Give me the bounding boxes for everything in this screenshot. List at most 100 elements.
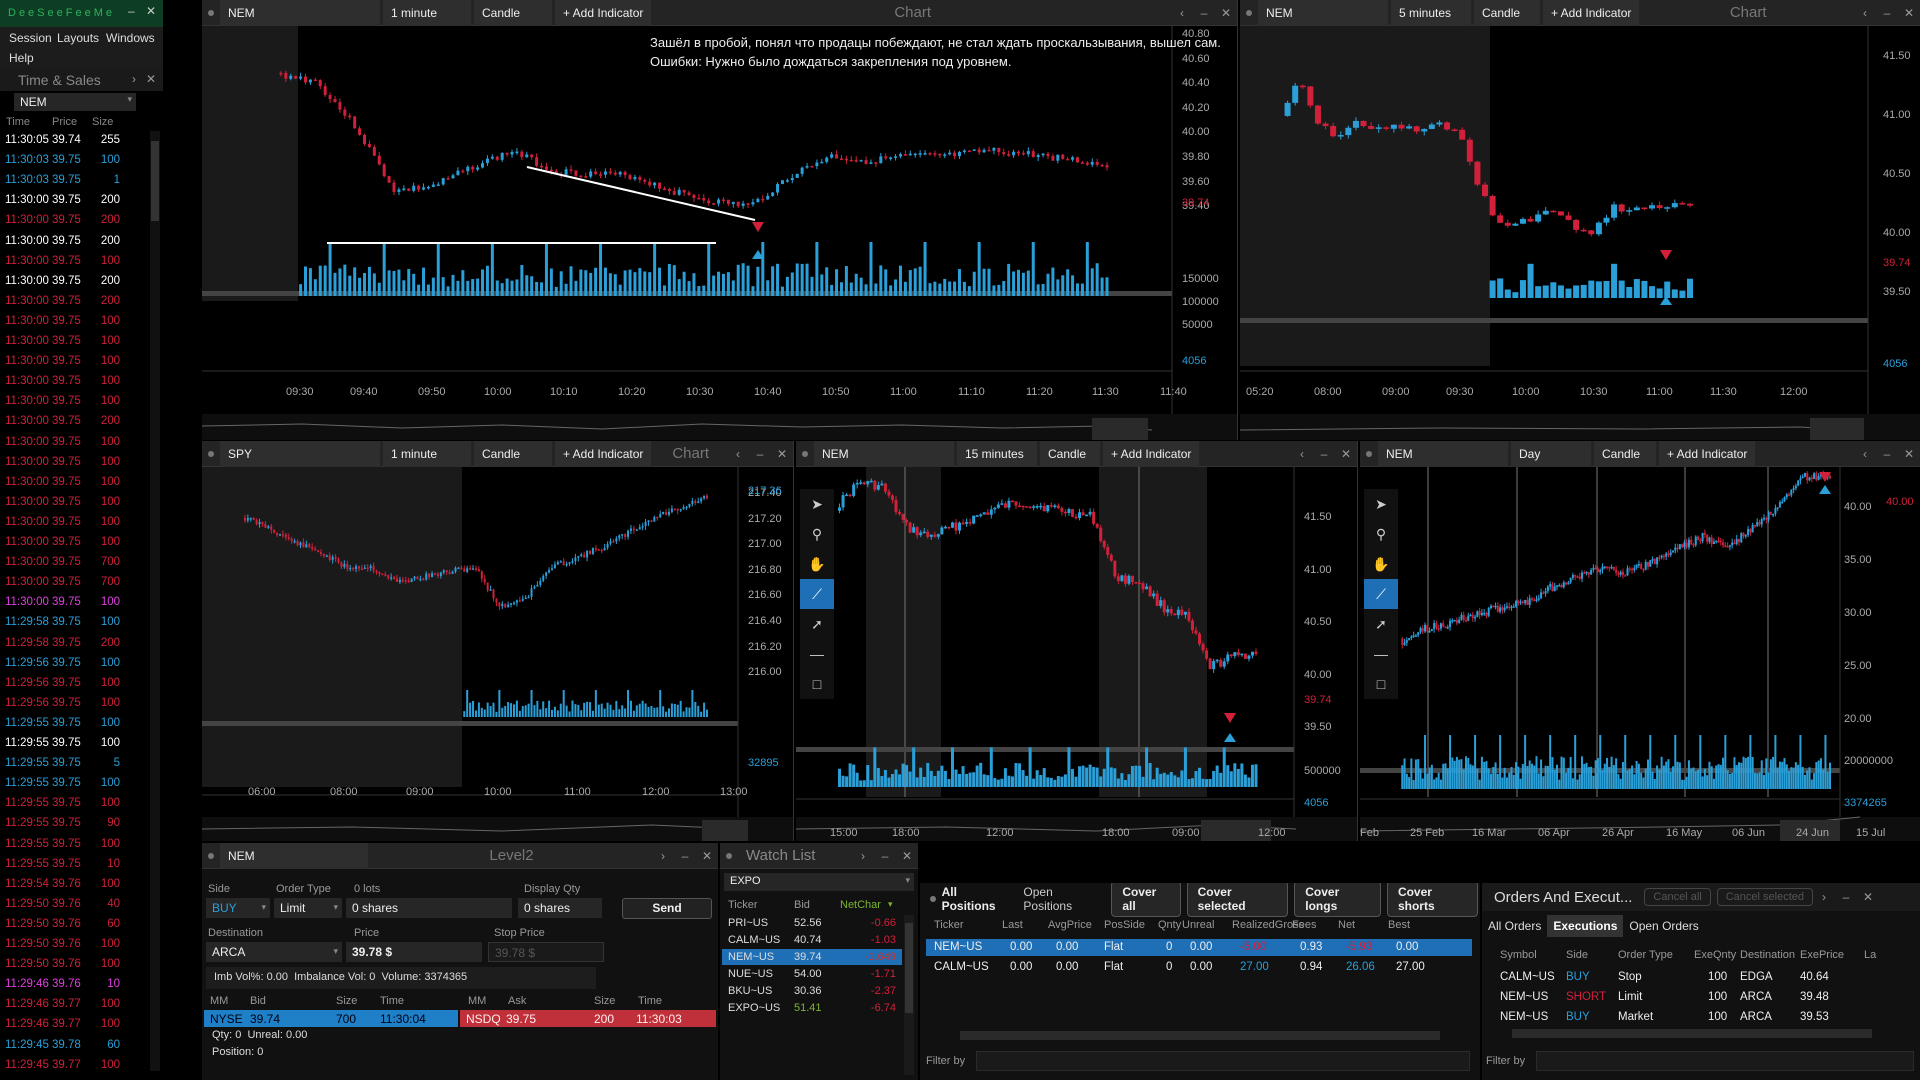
- interval-selector[interactable]: 5 minutes: [1391, 0, 1471, 26]
- trendline-tool-icon[interactable]: ⟋: [1364, 579, 1398, 609]
- arrow-tool-icon[interactable]: ➚: [1375, 615, 1387, 632]
- positions-filter-input[interactable]: [976, 1051, 1470, 1071]
- symbol-selector[interactable]: SPY: [220, 441, 380, 467]
- cancel-selected-button[interactable]: Cancel selected: [1716, 888, 1813, 906]
- interval-selector[interactable]: 15 minutes: [957, 441, 1037, 467]
- minimize-icon[interactable]: –: [1200, 5, 1208, 20]
- link-icon[interactable]: [208, 450, 214, 457]
- display-qty-input[interactable]: 0 shares: [518, 898, 602, 918]
- zoom-tool-icon[interactable]: ⚲: [811, 525, 823, 542]
- close-icon[interactable]: ✕: [776, 446, 788, 461]
- expand-icon[interactable]: ›: [132, 72, 136, 86]
- chart-type-selector[interactable]: Candle: [474, 441, 552, 467]
- chart-type-selector[interactable]: Candle: [474, 0, 552, 26]
- minimize-icon[interactable]: –: [756, 446, 764, 461]
- menu-help[interactable]: Help: [9, 51, 34, 65]
- symbol-selector[interactable]: NEM: [220, 0, 380, 26]
- minimize-icon[interactable]: –: [128, 4, 135, 18]
- table-row[interactable]: NEM~US SHORT Limit 100 ARCA 39.48: [1500, 991, 1829, 1003]
- symbol-selector[interactable]: NEM: [1258, 0, 1388, 26]
- watchlist-row[interactable]: EXPO~US 51.41 -6.74: [728, 1002, 896, 1014]
- cover-longs-button[interactable]: Cover longs: [1294, 883, 1381, 917]
- add-indicator-button[interactable]: + Add Indicator: [1659, 441, 1756, 467]
- send-button[interactable]: Send: [622, 898, 712, 919]
- watchlist-row[interactable]: CALM~US 40.74 -1.03: [728, 934, 896, 946]
- minimize-icon[interactable]: –: [1883, 5, 1891, 20]
- tab-open-orders[interactable]: Open Orders: [1629, 919, 1699, 933]
- destination-select[interactable]: ARCA ▾: [206, 942, 342, 962]
- close-icon[interactable]: ✕: [146, 4, 157, 18]
- side-select[interactable]: BUY ▾: [206, 898, 270, 918]
- watchlist-scrollbar[interactable]: [904, 915, 914, 1075]
- symbol-selector[interactable]: NEM: [814, 441, 954, 467]
- close-icon[interactable]: ✕: [1903, 446, 1915, 461]
- link-icon[interactable]: [1246, 9, 1252, 16]
- interval-selector[interactable]: 1 minute: [383, 0, 471, 26]
- table-row[interactable]: NEM~US 0.00 0.00 Flat 0 0.00 -5.00 0.93 -5.93 0.0…: [926, 939, 1472, 956]
- ask-row[interactable]: NSDQ 39.75 200 11:30:03: [460, 1010, 716, 1027]
- orders-scrollbar[interactable]: [1512, 1029, 1872, 1038]
- pan-tool-icon[interactable]: ✋: [808, 555, 826, 572]
- cursor-tool-icon[interactable]: ➤: [811, 495, 823, 512]
- hline-tool-icon[interactable]: —: [810, 646, 824, 662]
- table-row[interactable]: CALM~US BUY Stop 100 EDGA 40.64: [1500, 971, 1829, 983]
- price-plot[interactable]: [1360, 467, 1920, 841]
- price-plot[interactable]: [796, 467, 1358, 841]
- watchlist-row[interactable]: PRI~US 52.56 -0.66: [728, 917, 896, 929]
- chevron-left-icon[interactable]: ‹: [1862, 5, 1867, 20]
- link-icon[interactable]: [208, 852, 214, 859]
- close-icon[interactable]: ✕: [1862, 890, 1874, 904]
- minimize-icon[interactable]: –: [1842, 890, 1850, 904]
- minimize-icon[interactable]: –: [681, 848, 689, 863]
- close-icon[interactable]: ✕: [1340, 446, 1352, 461]
- price-plot[interactable]: [1240, 26, 1920, 440]
- rectangle-tool-icon[interactable]: □: [1376, 676, 1386, 692]
- quantity-input[interactable]: 0 shares: [346, 898, 512, 918]
- tab-open-positions[interactable]: Open Positions: [1023, 885, 1073, 913]
- close-icon[interactable]: ✕: [1903, 5, 1915, 20]
- watchlist-row[interactable]: BKU~US 30.36 -2.37: [728, 985, 896, 997]
- symbol-selector[interactable]: NEM: [220, 843, 368, 869]
- tab-executions[interactable]: Executions: [1547, 915, 1624, 937]
- zoom-tool-icon[interactable]: ⚲: [1375, 525, 1387, 542]
- add-indicator-button[interactable]: + Add Indicator: [555, 0, 652, 26]
- chevron-left-icon[interactable]: ‹: [735, 446, 740, 461]
- cover-selected-button[interactable]: Cover selected: [1186, 883, 1289, 917]
- symbol-selector[interactable]: NEM: [1378, 441, 1508, 467]
- watchlist-row[interactable]: NEM~US 39.74 -1.649: [722, 949, 902, 965]
- link-icon[interactable]: [208, 9, 214, 16]
- bid-row[interactable]: NYSE 39.74 700 11:30:04: [204, 1010, 458, 1027]
- price-plot[interactable]: [202, 26, 1238, 440]
- arrow-tool-icon[interactable]: ➚: [811, 615, 823, 632]
- trend-line[interactable]: [526, 166, 756, 221]
- trendline-tool-icon[interactable]: ⟋: [800, 579, 834, 609]
- ts-scrollbar[interactable]: [150, 131, 160, 1071]
- cursor-tool-icon[interactable]: ➤: [1375, 495, 1387, 512]
- chart-type-selector[interactable]: Candle: [1594, 441, 1656, 467]
- chart-type-selector[interactable]: Candle: [1040, 441, 1100, 467]
- chevron-left-icon[interactable]: ‹: [1299, 446, 1304, 461]
- close-icon[interactable]: ✕: [1220, 5, 1232, 20]
- add-indicator-button[interactable]: + Add Indicator: [1103, 441, 1200, 467]
- symbol-selector[interactable]: NEM ▾: [14, 93, 136, 111]
- close-icon[interactable]: ✕: [901, 848, 913, 863]
- interval-selector[interactable]: 1 minute: [383, 441, 471, 467]
- add-indicator-button[interactable]: + Add Indicator: [1543, 0, 1640, 26]
- link-icon[interactable]: [726, 852, 732, 859]
- interval-selector[interactable]: Day: [1511, 441, 1591, 467]
- price-input[interactable]: 39.78 $: [346, 942, 482, 962]
- chevron-left-icon[interactable]: ‹: [1862, 446, 1867, 461]
- minimize-icon[interactable]: –: [1883, 446, 1891, 461]
- pan-tool-icon[interactable]: ✋: [1372, 555, 1390, 572]
- tab-all-positions[interactable]: All Positions: [941, 885, 996, 913]
- expand-icon[interactable]: ›: [1822, 890, 1826, 904]
- chart-type-selector[interactable]: Candle: [1474, 0, 1540, 26]
- cover-all-button[interactable]: Cover all: [1111, 883, 1181, 917]
- add-indicator-button[interactable]: + Add Indicator: [555, 441, 652, 467]
- watchlist-selector[interactable]: EXPO ▾: [724, 873, 914, 891]
- cancel-all-button[interactable]: Cancel all: [1644, 888, 1711, 906]
- minimize-icon[interactable]: –: [881, 848, 889, 863]
- orders-filter-input[interactable]: [1536, 1051, 1914, 1071]
- stop-price-input[interactable]: 39.78 $: [488, 942, 604, 962]
- minimize-icon[interactable]: –: [1320, 446, 1328, 461]
